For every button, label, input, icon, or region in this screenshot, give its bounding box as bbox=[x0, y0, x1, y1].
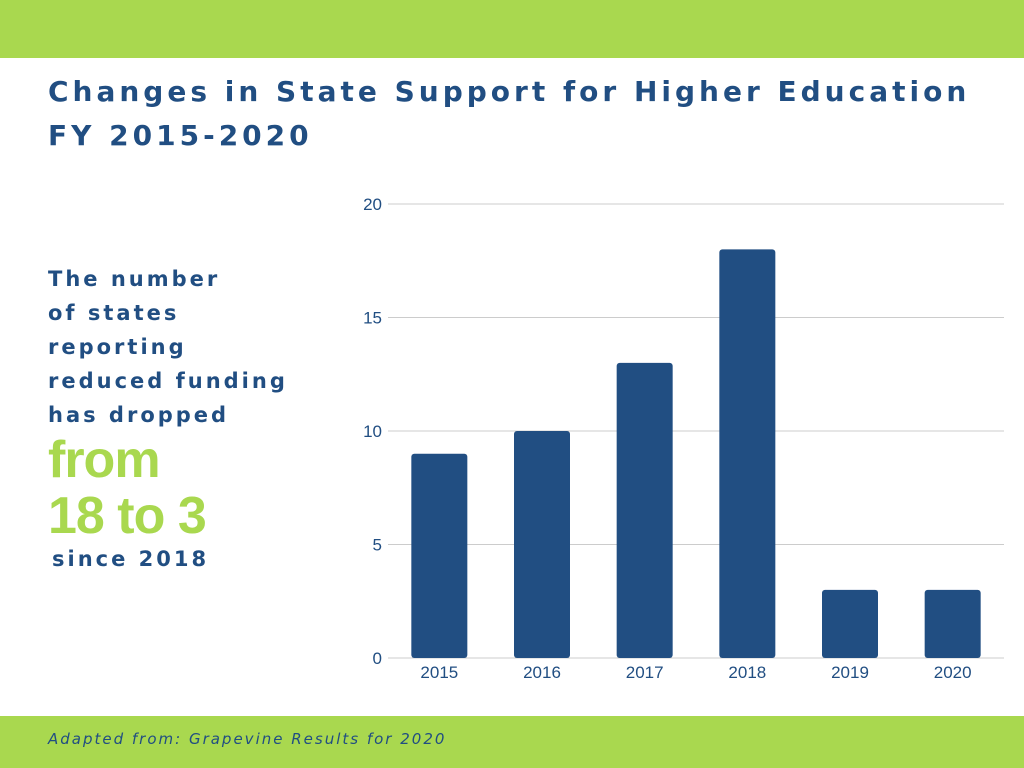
bar-2019 bbox=[822, 589, 878, 658]
title-line-1: Changes in State Support for Higher Educ… bbox=[48, 75, 971, 108]
callout-highlight-range: 18 to 3 bbox=[48, 487, 207, 545]
y-tick-label: 15 bbox=[363, 309, 382, 328]
callout-line: has dropped bbox=[48, 403, 230, 427]
bottom-band bbox=[0, 716, 1024, 768]
callout-line: reduced funding bbox=[48, 369, 288, 393]
bar-2020 bbox=[924, 589, 981, 658]
y-tick-label: 10 bbox=[363, 422, 382, 441]
x-axis-ticks: 2015 2016 2017 2018 2019 2020 bbox=[420, 663, 971, 682]
bar-2016 bbox=[514, 431, 570, 658]
bar-2018 bbox=[719, 249, 776, 658]
gridlines bbox=[388, 203, 1004, 659]
summary-callout: The number of states reporting reduced f… bbox=[48, 262, 328, 574]
page-title: Changes in State Support for Higher Educ… bbox=[48, 70, 1008, 158]
x-tick-label: 2019 bbox=[831, 663, 869, 682]
callout-line: The number bbox=[48, 267, 221, 291]
bar-2015 bbox=[411, 453, 468, 658]
x-tick-label: 2015 bbox=[420, 663, 458, 682]
callout-line: reporting bbox=[48, 335, 187, 359]
callout-since: since 2018 bbox=[52, 547, 210, 571]
callout-body: The number of states reporting reduced f… bbox=[48, 262, 328, 432]
x-tick-label: 2016 bbox=[523, 663, 561, 682]
x-tick-label: 2018 bbox=[728, 663, 766, 682]
bar-2017 bbox=[616, 362, 673, 658]
y-tick-label: 20 bbox=[363, 195, 382, 214]
callout-highlight-from: from bbox=[48, 431, 161, 489]
bar-chart: 0 5 10 15 20 2015 2016 2017 2018 2019 2020 bbox=[363, 195, 1004, 682]
y-axis-ticks: 0 5 10 15 20 bbox=[363, 195, 382, 668]
y-tick-label: 0 bbox=[373, 649, 382, 668]
x-tick-label: 2017 bbox=[626, 663, 664, 682]
bars bbox=[411, 249, 981, 658]
source-note: Adapted from: Grapevine Results for 2020 bbox=[48, 730, 447, 748]
y-tick-label: 5 bbox=[373, 536, 382, 555]
x-tick-label: 2020 bbox=[934, 663, 972, 682]
top-band bbox=[0, 0, 1024, 58]
title-line-2: FY 2015-2020 bbox=[48, 119, 313, 152]
callout-line: of states bbox=[48, 301, 180, 325]
